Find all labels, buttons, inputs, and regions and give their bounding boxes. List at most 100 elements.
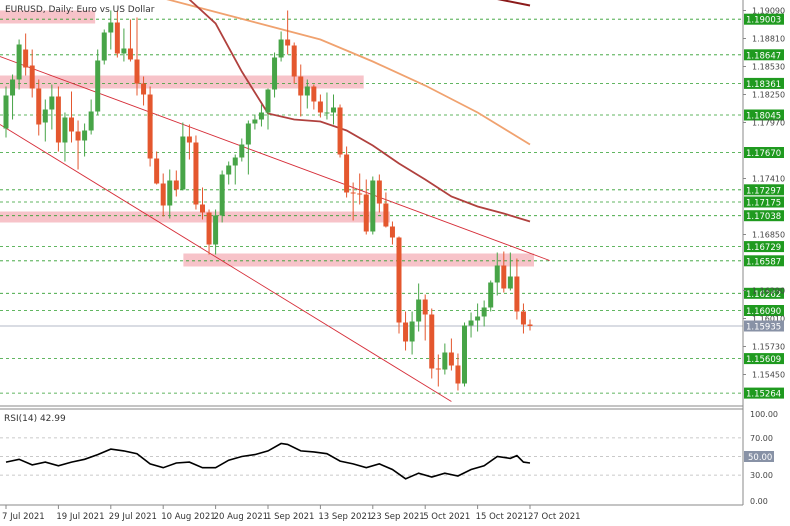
candle[interactable] xyxy=(272,52,278,98)
candle-body xyxy=(403,322,409,342)
candle[interactable] xyxy=(10,74,16,120)
candle[interactable] xyxy=(468,312,474,338)
candle[interactable] xyxy=(298,64,304,117)
candle[interactable] xyxy=(311,84,317,110)
candlesticks[interactable] xyxy=(3,10,533,391)
candle[interactable] xyxy=(101,29,107,65)
candle[interactable] xyxy=(409,311,415,355)
candle[interactable] xyxy=(186,124,192,160)
candle-body xyxy=(324,112,330,114)
candle-body xyxy=(16,44,22,80)
candle[interactable] xyxy=(317,94,323,118)
time-tick-label: 29 Jul 2021 xyxy=(109,512,157,522)
candle-body xyxy=(23,49,29,68)
candle[interactable] xyxy=(200,187,205,220)
candle[interactable] xyxy=(357,173,363,205)
candle[interactable] xyxy=(55,86,61,152)
candle[interactable] xyxy=(160,173,166,217)
candle[interactable] xyxy=(455,353,461,391)
candle[interactable] xyxy=(239,138,245,162)
candle[interactable] xyxy=(114,10,120,58)
candle[interactable] xyxy=(370,176,376,235)
candle[interactable] xyxy=(324,92,330,120)
candle[interactable] xyxy=(363,179,369,235)
candle[interactable] xyxy=(127,19,133,62)
candle[interactable] xyxy=(173,170,179,197)
candle[interactable] xyxy=(121,28,127,62)
candle[interactable] xyxy=(88,99,94,135)
candle-body xyxy=(239,144,245,158)
candle[interactable] xyxy=(75,120,81,170)
candle[interactable] xyxy=(49,84,55,130)
time-tick-label: 20 Aug 2021 xyxy=(214,512,268,522)
candle[interactable] xyxy=(193,135,199,210)
candle[interactable] xyxy=(252,114,258,130)
candle[interactable] xyxy=(291,42,297,84)
candle[interactable] xyxy=(42,99,48,142)
candle-body xyxy=(121,48,127,54)
candle[interactable] xyxy=(383,192,389,228)
candle-body xyxy=(291,45,297,77)
candle[interactable] xyxy=(167,169,173,219)
candle[interactable] xyxy=(62,112,68,162)
candle[interactable] xyxy=(350,182,356,221)
candle[interactable] xyxy=(95,49,101,115)
candle[interactable] xyxy=(481,300,487,327)
candle[interactable] xyxy=(494,252,500,296)
candle[interactable] xyxy=(258,104,264,127)
candle[interactable] xyxy=(396,236,402,334)
candle[interactable] xyxy=(82,123,88,157)
candle[interactable] xyxy=(3,86,9,138)
candle[interactable] xyxy=(422,294,428,341)
candle[interactable] xyxy=(36,79,42,136)
candle[interactable] xyxy=(527,319,533,331)
candle[interactable] xyxy=(462,322,467,387)
candle[interactable] xyxy=(108,10,114,50)
candle-body xyxy=(108,22,114,33)
candle[interactable] xyxy=(448,338,454,371)
candle[interactable] xyxy=(429,308,435,379)
candle[interactable] xyxy=(69,91,74,143)
candle[interactable] xyxy=(344,146,350,198)
candle[interactable] xyxy=(29,49,35,98)
price-tick-label: 1.17410 xyxy=(752,175,785,184)
candle[interactable] xyxy=(245,120,251,175)
candle[interactable] xyxy=(304,79,310,109)
candle[interactable] xyxy=(16,39,22,90)
candle[interactable] xyxy=(435,354,441,387)
price-tick-label: 1.15730 xyxy=(752,343,785,352)
candle[interactable] xyxy=(206,209,212,255)
candle[interactable] xyxy=(442,343,448,375)
candle[interactable] xyxy=(514,258,520,320)
candle[interactable] xyxy=(134,17,140,96)
candle[interactable] xyxy=(213,209,219,255)
candle[interactable] xyxy=(337,104,343,158)
candle[interactable] xyxy=(475,303,481,332)
candle[interactable] xyxy=(501,251,507,293)
candle-body xyxy=(462,325,467,384)
candle[interactable] xyxy=(520,303,526,334)
candle[interactable] xyxy=(488,280,494,312)
rsi-value-label-bg xyxy=(744,451,774,462)
level-label-bg xyxy=(744,287,784,299)
candle[interactable] xyxy=(403,311,409,351)
candle[interactable] xyxy=(219,170,225,223)
candle[interactable] xyxy=(507,252,513,291)
candle[interactable] xyxy=(285,10,291,55)
candle[interactable] xyxy=(141,76,147,106)
rsi-tick-label: 0.00 xyxy=(750,497,768,506)
candle[interactable] xyxy=(23,33,29,76)
candle[interactable] xyxy=(180,122,186,191)
candle[interactable] xyxy=(416,283,422,332)
candle[interactable] xyxy=(389,221,395,245)
candle[interactable] xyxy=(147,86,153,167)
candle[interactable] xyxy=(154,151,160,185)
candle[interactable] xyxy=(265,88,271,130)
candle[interactable] xyxy=(232,154,238,185)
candle[interactable] xyxy=(331,94,336,125)
level-label-bg xyxy=(744,353,784,365)
candle[interactable] xyxy=(226,161,232,185)
candle[interactable] xyxy=(278,31,284,62)
candle[interactable] xyxy=(376,174,382,213)
